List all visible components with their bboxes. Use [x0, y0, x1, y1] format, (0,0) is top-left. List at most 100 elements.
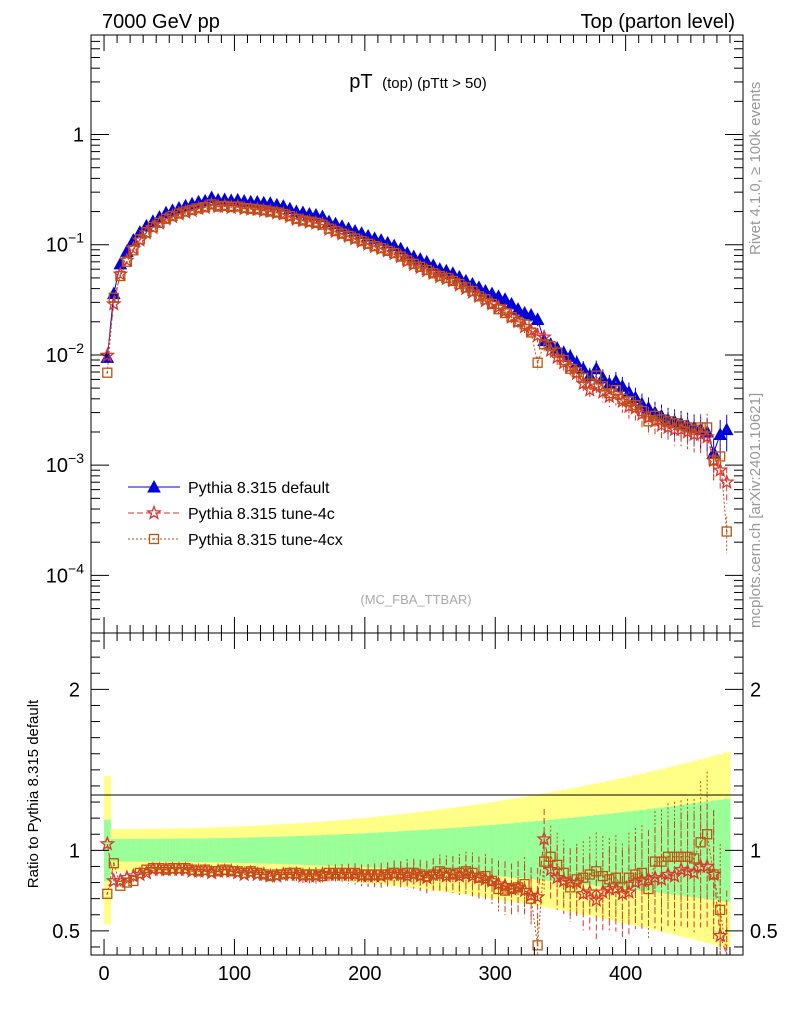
- data-point-tune4cx: [375, 243, 387, 254]
- data-point-tune4cx: [519, 319, 530, 330]
- data-point-tune4cx-dot: [471, 872, 474, 874]
- ratio-band-green: [293, 836, 301, 865]
- data-point-tune4c: [712, 461, 729, 478]
- ratio-band-green: [123, 839, 131, 862]
- data-point-tune4cx: [252, 867, 263, 879]
- data-point-tune4cx-dot: [223, 205, 226, 207]
- data-point-tune4cx-dot: [236, 870, 239, 873]
- ratio-band-green: [182, 838, 190, 863]
- data-point-tune4cx-dot: [582, 377, 585, 379]
- data-point-tune4cx: [108, 858, 119, 869]
- data-point-tune4c: [542, 861, 559, 877]
- data-point-tune4cx-dot: [693, 857, 695, 860]
- ratio-band-green: [475, 825, 483, 875]
- series-line-default: [106, 197, 727, 455]
- data-point-tune4cx: [148, 533, 160, 545]
- data-point-tune4cx: [297, 869, 309, 880]
- data-point-tune4c: [594, 883, 611, 900]
- data-point-tune4cx-dot: [458, 872, 461, 874]
- ratio-ylabel: Ratio to Pythia 8.315 default: [25, 699, 42, 888]
- data-point-tune4cx: [389, 867, 400, 879]
- data-point-tune4cx-dot: [706, 426, 708, 429]
- data-point-tune4cx: [219, 200, 230, 212]
- x-tick-label: 100: [218, 963, 251, 985]
- data-point-tune4cx-dot: [341, 872, 343, 874]
- data-point-tune4cx-dot: [556, 351, 558, 354]
- data-point-tune4cx: [617, 882, 628, 893]
- data-point-tune4cx: [349, 233, 361, 244]
- data-point-tune4cx-dot: [399, 873, 402, 876]
- data-point-tune4c: [536, 830, 553, 846]
- data-point-tune4c: [620, 883, 637, 900]
- data-point-tune4cx-dot: [334, 230, 337, 232]
- data-point-tune4cx: [226, 201, 237, 213]
- ratio-band-green: [143, 838, 151, 862]
- data-point-tune4cx: [591, 370, 602, 381]
- data-point-tune4cx-dot: [491, 880, 493, 882]
- data-point-tune4cx-dot: [386, 250, 389, 252]
- ratio-band-green: [162, 838, 170, 862]
- data-point-tune4cx-dot: [465, 286, 467, 289]
- data-point-tune4cx-dot: [562, 359, 565, 361]
- data-point-tune4cx: [545, 851, 556, 862]
- data-point-tune4cx-dot: [673, 855, 676, 858]
- data-point-tune4cx-dot: [510, 888, 513, 890]
- data-point-tune4cx-dot: [693, 428, 695, 431]
- data-point-tune4cx: [695, 837, 706, 848]
- ratio-band-green: [423, 829, 431, 872]
- data-point-tune4cx: [343, 867, 354, 879]
- y-tick-label: 10−2: [46, 340, 84, 367]
- ratio-band-green: [156, 838, 164, 862]
- data-point-tune4cx: [349, 867, 361, 879]
- ratio-band-green: [240, 837, 248, 864]
- data-point-tune4cx-dot: [458, 283, 461, 285]
- data-point-tune4cx-dot: [641, 872, 643, 874]
- data-point-tune4cx-dot: [106, 893, 109, 895]
- data-point-tune4cx: [160, 864, 172, 875]
- ratio-band-green: [456, 827, 464, 874]
- data-point-tune4cx-dot: [647, 420, 650, 423]
- data-point-tune4c: [699, 428, 716, 444]
- analysis-watermark: (MC_FBA_TTBAR): [360, 592, 471, 607]
- data-point-tune4cx-dot: [328, 227, 330, 230]
- data-point-tune4cx-dot: [615, 876, 617, 879]
- ratio-band-green: [332, 834, 340, 867]
- data-point-tune4cx-dot: [367, 873, 369, 876]
- data-point-tune4cx-dot: [223, 868, 226, 871]
- data-point-tune4cx: [128, 875, 139, 887]
- data-point-tune4cx: [454, 867, 465, 879]
- data-point-tune4cx-dot: [654, 415, 656, 417]
- data-point-tune4cx-dot: [308, 220, 311, 223]
- ratio-bands: [104, 752, 731, 949]
- data-point-tune4cx-dot: [439, 275, 441, 277]
- data-point-tune4cx-dot: [478, 295, 480, 298]
- series-line-tune4c: [106, 204, 728, 483]
- data-point-tune4cx: [532, 940, 543, 951]
- data-point-tune4cx: [415, 869, 426, 880]
- ratio-band-green: [273, 836, 281, 864]
- data-point-tune4cx-dot: [249, 870, 252, 873]
- ratio-band-green: [397, 831, 405, 870]
- data-point-tune4cx-dot: [523, 883, 526, 885]
- data-point-tune4cx: [636, 867, 648, 879]
- data-point-tune4cx: [141, 864, 152, 875]
- y-tick-exponent: −3: [68, 450, 84, 466]
- data-point-tune4cx: [265, 870, 276, 882]
- ratio-axes: 0.5 0.5 1 1 2 2: [52, 640, 778, 948]
- data-point-tune4cx-dot: [582, 876, 585, 879]
- data-point-tune4cx-dot: [412, 263, 415, 265]
- data-point-tune4cx: [630, 869, 641, 880]
- ratio-band-green: [488, 824, 496, 876]
- mcplots-info: mcplots.cern.ch [arXiv:2401.10621]: [747, 393, 764, 628]
- ratio-band-green: [299, 835, 307, 865]
- data-point-tune4cx: [395, 869, 406, 880]
- y-tick-label: 10−1: [46, 230, 84, 257]
- data-point-tune4cx-dot: [184, 210, 187, 213]
- data-point-tune4cx-dot: [256, 208, 259, 211]
- legend-label-tune4c: Pythia 8.315 tune-4c: [188, 506, 335, 523]
- ratio-band-green: [247, 837, 255, 864]
- data-point-tune4cx: [441, 867, 452, 879]
- data-point-tune4cx: [186, 204, 198, 216]
- data-point-tune4cx-dot: [491, 303, 493, 305]
- data-point-tune4cx-dot: [634, 404, 637, 407]
